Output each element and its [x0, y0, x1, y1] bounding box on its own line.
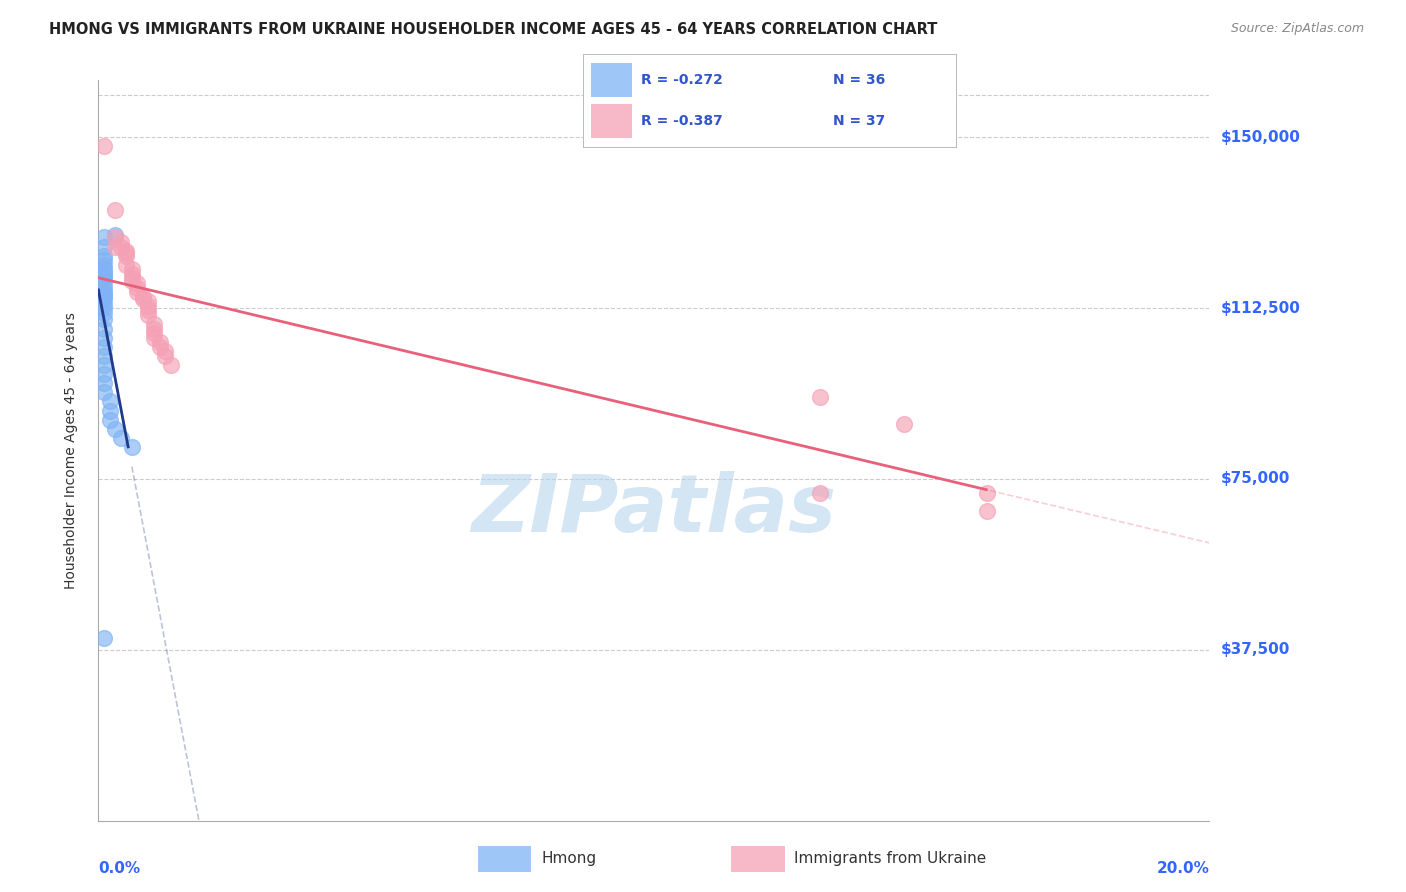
- Point: [132, 292, 155, 306]
- Point: [121, 274, 143, 288]
- Point: [104, 228, 127, 243]
- Text: $37,500: $37,500: [1220, 642, 1289, 657]
- Text: $75,000: $75,000: [1220, 472, 1289, 486]
- Point: [104, 239, 127, 253]
- Point: [110, 239, 132, 253]
- Point: [115, 249, 138, 263]
- Point: [893, 417, 915, 432]
- Point: [143, 321, 166, 335]
- Point: [104, 203, 127, 218]
- Text: R = -0.272: R = -0.272: [641, 73, 723, 87]
- Point: [93, 305, 115, 319]
- Text: ZIPatlas: ZIPatlas: [471, 471, 837, 549]
- Point: [93, 367, 115, 381]
- Point: [93, 632, 115, 646]
- Point: [93, 340, 115, 354]
- Point: [138, 294, 160, 309]
- Point: [93, 287, 115, 301]
- Point: [93, 267, 115, 281]
- Point: [121, 267, 143, 281]
- Point: [93, 292, 115, 306]
- Point: [976, 504, 998, 518]
- Point: [132, 290, 155, 304]
- Point: [98, 403, 121, 417]
- Point: [143, 317, 166, 331]
- Point: [127, 276, 149, 290]
- FancyBboxPatch shape: [591, 63, 631, 96]
- Point: [810, 390, 832, 404]
- Point: [121, 271, 143, 285]
- Point: [93, 285, 115, 300]
- Point: [148, 340, 170, 354]
- Text: Immigrants from Ukraine: Immigrants from Ukraine: [794, 852, 987, 866]
- Point: [115, 258, 138, 272]
- Text: HMONG VS IMMIGRANTS FROM UKRAINE HOUSEHOLDER INCOME AGES 45 - 64 YEARS CORRELATI: HMONG VS IMMIGRANTS FROM UKRAINE HOUSEHO…: [49, 22, 938, 37]
- Text: Hmong: Hmong: [541, 852, 596, 866]
- Point: [93, 239, 115, 253]
- Point: [127, 285, 149, 300]
- Text: $150,000: $150,000: [1220, 129, 1301, 145]
- Y-axis label: Householder Income Ages 45 - 64 years: Householder Income Ages 45 - 64 years: [63, 312, 77, 589]
- Text: 0.0%: 0.0%: [98, 862, 141, 876]
- Point: [976, 485, 998, 500]
- Point: [115, 246, 138, 260]
- Point: [104, 230, 127, 244]
- Point: [110, 235, 132, 249]
- Point: [115, 244, 138, 259]
- Point: [153, 344, 176, 359]
- Point: [93, 358, 115, 372]
- Text: N = 37: N = 37: [834, 114, 886, 128]
- Text: $112,500: $112,500: [1220, 301, 1301, 316]
- Point: [93, 271, 115, 285]
- Point: [93, 376, 115, 391]
- Point: [93, 276, 115, 290]
- Point: [104, 422, 127, 436]
- Point: [93, 290, 115, 304]
- Point: [93, 296, 115, 310]
- Point: [121, 440, 143, 454]
- Point: [138, 299, 160, 313]
- Point: [110, 431, 132, 445]
- Point: [143, 331, 166, 345]
- Text: R = -0.387: R = -0.387: [641, 114, 723, 128]
- Point: [93, 301, 115, 315]
- Point: [93, 280, 115, 294]
- Point: [93, 349, 115, 363]
- Point: [93, 312, 115, 326]
- Point: [93, 258, 115, 272]
- Point: [148, 335, 170, 350]
- Point: [159, 358, 181, 372]
- Point: [93, 385, 115, 400]
- Point: [93, 265, 115, 279]
- Point: [127, 280, 149, 294]
- Text: 20.0%: 20.0%: [1156, 862, 1209, 876]
- FancyBboxPatch shape: [591, 104, 631, 138]
- Point: [138, 308, 160, 322]
- Text: Source: ZipAtlas.com: Source: ZipAtlas.com: [1230, 22, 1364, 36]
- Point: [93, 230, 115, 244]
- Point: [93, 253, 115, 268]
- Point: [93, 331, 115, 345]
- Point: [93, 249, 115, 263]
- Text: N = 36: N = 36: [834, 73, 886, 87]
- Point: [93, 262, 115, 277]
- Point: [138, 303, 160, 318]
- Point: [143, 326, 166, 340]
- Point: [121, 262, 143, 277]
- Point: [93, 269, 115, 284]
- Point: [98, 394, 121, 409]
- Point: [93, 139, 115, 153]
- Point: [98, 413, 121, 427]
- Point: [93, 321, 115, 335]
- Point: [153, 349, 176, 363]
- Point: [810, 485, 832, 500]
